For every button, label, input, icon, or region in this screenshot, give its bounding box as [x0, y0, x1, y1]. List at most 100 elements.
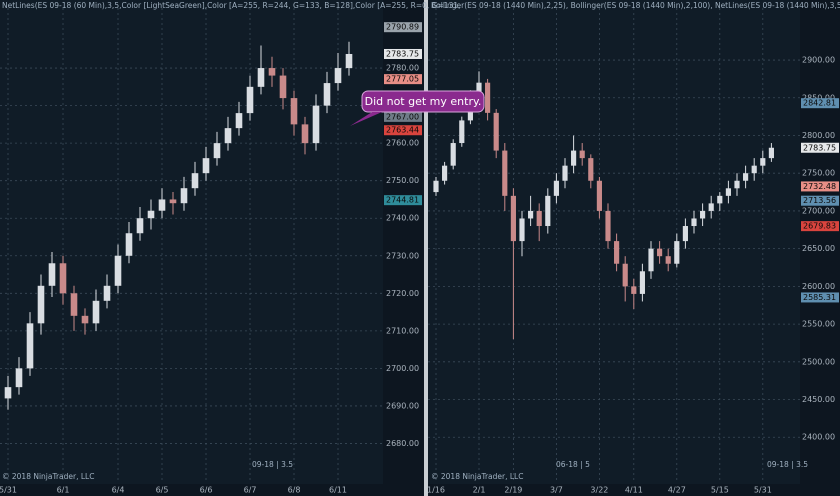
- candle-body: [493, 112, 499, 151]
- price-marker: [384, 195, 422, 206]
- y-tick-label: 2700.00: [386, 364, 419, 373]
- candle-body: [476, 82, 482, 98]
- price-label: 2585.31: [803, 293, 836, 302]
- candle-body: [648, 248, 654, 272]
- candle-body: [279, 75, 287, 99]
- candle-body: [665, 256, 671, 264]
- candle-body: [147, 210, 155, 219]
- candle-body: [301, 124, 309, 144]
- candle-body: [682, 226, 688, 242]
- x-tick-label: 6/6: [200, 486, 213, 495]
- candle-body: [708, 203, 714, 211]
- candle-body: [717, 195, 723, 204]
- candle-body: [700, 210, 706, 219]
- candle-body: [768, 147, 774, 159]
- x-tick-label: 2/1: [473, 486, 486, 495]
- y-tick-label: 2680.00: [386, 439, 419, 448]
- x-tick-label: 3/7: [550, 486, 563, 495]
- y-tick-label: 2500.00: [802, 357, 835, 366]
- y-tick-label: 2750.00: [802, 169, 835, 178]
- candle-body: [334, 68, 342, 84]
- x-tick-label: 5/31: [0, 486, 17, 495]
- x-tick-label: 6/7: [244, 486, 257, 495]
- callout-text: Did not get my entry.: [365, 95, 482, 108]
- y-tick-label: 2740.00: [386, 214, 419, 223]
- x-tick-label: 6/5: [156, 486, 169, 495]
- candle-body: [15, 368, 23, 388]
- candle-body: [588, 158, 594, 181]
- y-tick-label: 2710.00: [386, 326, 419, 335]
- x-tick-label: 5/31: [754, 486, 772, 495]
- y-tick-label: 2780.00: [386, 64, 419, 73]
- price-marker: [801, 142, 839, 153]
- x-tick-label: 4/27: [668, 486, 686, 495]
- price-label: 2744.81: [386, 196, 419, 205]
- right-instrument: 09-18 | 3.5: [767, 460, 808, 469]
- x-tick-label: 2/19: [504, 486, 522, 495]
- candle-body: [268, 68, 276, 76]
- candle-body: [614, 241, 620, 264]
- candle-body: [519, 218, 525, 242]
- right-plot: [428, 0, 800, 484]
- x-tick-label: 6/8: [288, 486, 301, 495]
- x-tick-label: 5/15: [711, 486, 729, 495]
- candle-body: [459, 120, 465, 144]
- price-marker: [384, 74, 422, 85]
- candle-body: [235, 113, 243, 129]
- y-tick-label: 2730.00: [386, 251, 419, 260]
- y-tick-label: 2720.00: [386, 289, 419, 298]
- candle-body: [81, 315, 89, 324]
- divider: [424, 0, 428, 496]
- callout: Did not get my entry.: [350, 90, 485, 126]
- candle-body: [691, 218, 697, 227]
- candle-body: [450, 143, 456, 166]
- candle-body: [725, 188, 731, 196]
- y-tick-label: 2750.00: [386, 176, 419, 185]
- candle-body: [528, 210, 534, 219]
- candle-body: [312, 105, 320, 144]
- price-marker: [801, 98, 839, 109]
- candle-body: [442, 165, 448, 181]
- price-marker: [801, 195, 839, 206]
- candle-body: [257, 68, 265, 87]
- y-tick-label: 2900.00: [802, 56, 835, 65]
- x-tick-label: 6/11: [329, 486, 347, 495]
- price-label: 2783.75: [803, 143, 836, 152]
- candle-body: [579, 150, 585, 159]
- y-tick-label: 2760.00: [386, 139, 419, 148]
- price-marker: [801, 221, 839, 232]
- candle-body: [136, 218, 144, 234]
- price-label: 2763.44: [386, 126, 419, 135]
- price-label: 2777.05: [386, 75, 419, 84]
- candle-body: [59, 263, 67, 294]
- candle-body: [605, 210, 611, 242]
- candle-body: [70, 293, 78, 316]
- price-marker: [801, 292, 839, 303]
- x-tick-label: 6/4: [112, 486, 125, 495]
- right-footer: © 2018 NinjaTrader, LLC: [431, 472, 523, 481]
- left-footer: © 2018 NinjaTrader, LLC: [2, 472, 94, 481]
- candle-body: [502, 150, 508, 196]
- candle-body: [674, 241, 680, 264]
- price-label: 2713.56: [803, 196, 836, 205]
- candle-body: [345, 53, 353, 69]
- y-tick-label: 2400.00: [802, 433, 835, 442]
- candle-body: [125, 233, 133, 256]
- candle-body: [48, 263, 56, 286]
- price-marker: [384, 48, 422, 59]
- x-tick-label: 6/1: [57, 486, 70, 495]
- price-marker: [801, 181, 839, 192]
- right-header: Bollinger(ES 09-18 (1440 Min),2,25), Bol…: [431, 1, 840, 10]
- candle-body: [485, 82, 491, 113]
- candle-body: [224, 128, 232, 144]
- candle-body: [246, 86, 254, 114]
- price-label: 2790.89: [386, 23, 419, 32]
- candle-body: [760, 158, 766, 166]
- candle-body: [26, 323, 34, 369]
- candle-body: [545, 195, 551, 227]
- candle-body: [92, 300, 100, 324]
- candle-body: [631, 286, 637, 294]
- candle-body: [114, 255, 122, 286]
- right-chart: [428, 8, 800, 481]
